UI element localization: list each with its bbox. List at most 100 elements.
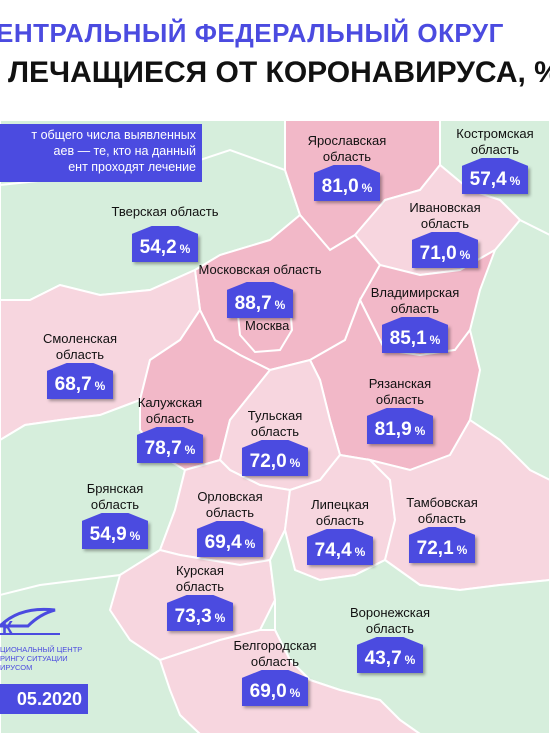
unit: % [244,537,256,551]
region-name-2: область [250,424,300,439]
region-name-2: область [90,497,140,512]
value: 88,7 [234,293,272,314]
value: 81,0 [321,176,359,197]
value-badge: 81,0% [313,173,381,201]
region-label-kursk: Курская область 73,3% [150,563,250,631]
value-badge: 69,0% [241,678,309,706]
region-label-kaluga: Калужская область 78,7% [115,395,225,463]
region-name-2: область [250,654,300,669]
region-label-moscow-oblast: Московская область 88,7% [185,262,335,318]
region-label-yaroslavl: Ярославская область 81,0% [292,133,402,201]
region-label-lipetsk: Липецкая область 74,4% [290,497,390,565]
region-label-tver: Тверская область 54,2% [95,204,235,262]
region-name: Костромская [456,126,534,141]
moscow-city-label: Москва [245,318,290,333]
region-label-orel: Орловская область 69,4% [180,489,280,557]
region-name: Орловская [197,489,263,504]
value: 43,7 [364,648,402,669]
value: 73,3 [174,606,212,627]
value-badge: 54,2% [131,234,199,262]
region-name: Московская область [198,262,322,277]
unit: % [414,424,426,438]
unit: % [289,686,301,700]
note-box: т общего числа выявленных аев — те, кто … [0,124,202,182]
region-label-ivanovo: Ивановская область 71,0% [390,200,500,268]
value-badge: 68,7% [46,371,114,399]
value-badge: 81,9% [366,416,434,444]
region-name: Рязанская [368,376,432,391]
region-name-2: область [365,621,415,636]
region-label-ryazan: Рязанская область 81,9% [345,376,455,444]
region-label-belgorod: Белгородская область 69,0% [220,638,330,706]
value: 68,7 [54,374,92,395]
value-badge: 78,7% [136,435,204,463]
region-name-2: область [145,411,195,426]
note-line-3: ент проходят лечение [68,160,196,174]
value: 72,1 [416,538,454,559]
region-name-2: область [417,511,467,526]
region-name: Калужская [137,395,203,410]
value-badge: 72,0% [241,448,309,476]
region-label-kostroma: Костромская область 57,4% [440,126,550,194]
note-line-1: т общего числа выявленных [31,128,196,142]
value-badge: 69,4% [196,529,264,557]
region-label-voronezh: Воронежская область 43,7% [330,605,450,673]
region-name: Владимирская [370,285,460,300]
value: 69,4 [204,532,242,553]
value-badge: 73,3% [166,603,234,631]
value: 74,4 [314,540,352,561]
value: 78,7 [144,438,182,459]
unit: % [404,653,416,667]
region-name-2: область [470,142,520,157]
region-label-tula: Тульская область 72,0% [225,408,325,476]
header: ЕНТРАЛЬНЫЙ ФЕДЕРАЛЬНЫЙ ОКРУГ ЛЕЧАЩИЕСЯ О… [0,0,550,118]
region-name: Ярославская [307,133,387,148]
region-name-2: область [315,513,365,528]
value-badge: 54,9% [81,521,149,549]
region-name: Брянская [86,481,144,496]
unit: % [456,543,468,557]
region-name: Тульская [247,408,303,423]
value: 54,2 [139,237,177,258]
region-name: Воронежская [349,605,431,620]
logo: К ЦИОНАЛЬНЫЙ ЦЕНТР РИНГУ СИТУАЦИИ ИРУСОМ [0,604,120,672]
value: 72,0 [249,451,287,472]
region-name-2: область [175,579,225,594]
date-badge: 05.2020 [0,684,88,714]
logo-line-1: ЦИОНАЛЬНЫЙ ЦЕНТР [0,645,83,654]
unit: % [289,456,301,470]
logo-icon: К [0,607,60,638]
region-label-smolensk: Смоленская область 68,7% [25,331,135,399]
value-badge: 57,4% [461,166,529,194]
region-name-2: область [205,505,255,520]
unit: % [179,242,191,256]
region-name: Тамбовская [406,495,478,510]
value: 57,4 [469,169,507,190]
region-name: Тверская область [111,204,219,219]
value-badge: 85,1% [381,325,449,353]
unit: % [274,298,286,312]
value-badge: 71,0% [411,240,479,268]
region-name-2: область [55,347,105,362]
value: 69,0 [249,681,287,702]
region-name-2: область [322,149,372,164]
value: 71,0 [419,243,457,264]
value: 81,9 [374,419,412,440]
unit: % [361,181,373,195]
unit: % [214,611,226,625]
value: 54,9 [89,524,127,545]
region-name: Липецкая [311,497,369,512]
logo-letters: К [2,618,14,638]
title-line-2: ЛЕЧАЩИЕСЯ ОТ КОРОНАВИРУСА, % [8,56,550,89]
logo-line-3: ИРУСОМ [0,663,33,672]
value-badge: 74,4% [306,537,374,565]
unit: % [429,333,441,347]
unit: % [129,529,141,543]
region-label-vladimir: Владимирская область 85,1% [355,285,475,353]
region-label-tambov: Тамбовская область 72,1% [387,495,497,563]
value: 85,1 [389,328,427,349]
region-name-2: область [420,216,470,231]
value-badge: 72,1% [408,535,476,563]
unit: % [459,248,471,262]
